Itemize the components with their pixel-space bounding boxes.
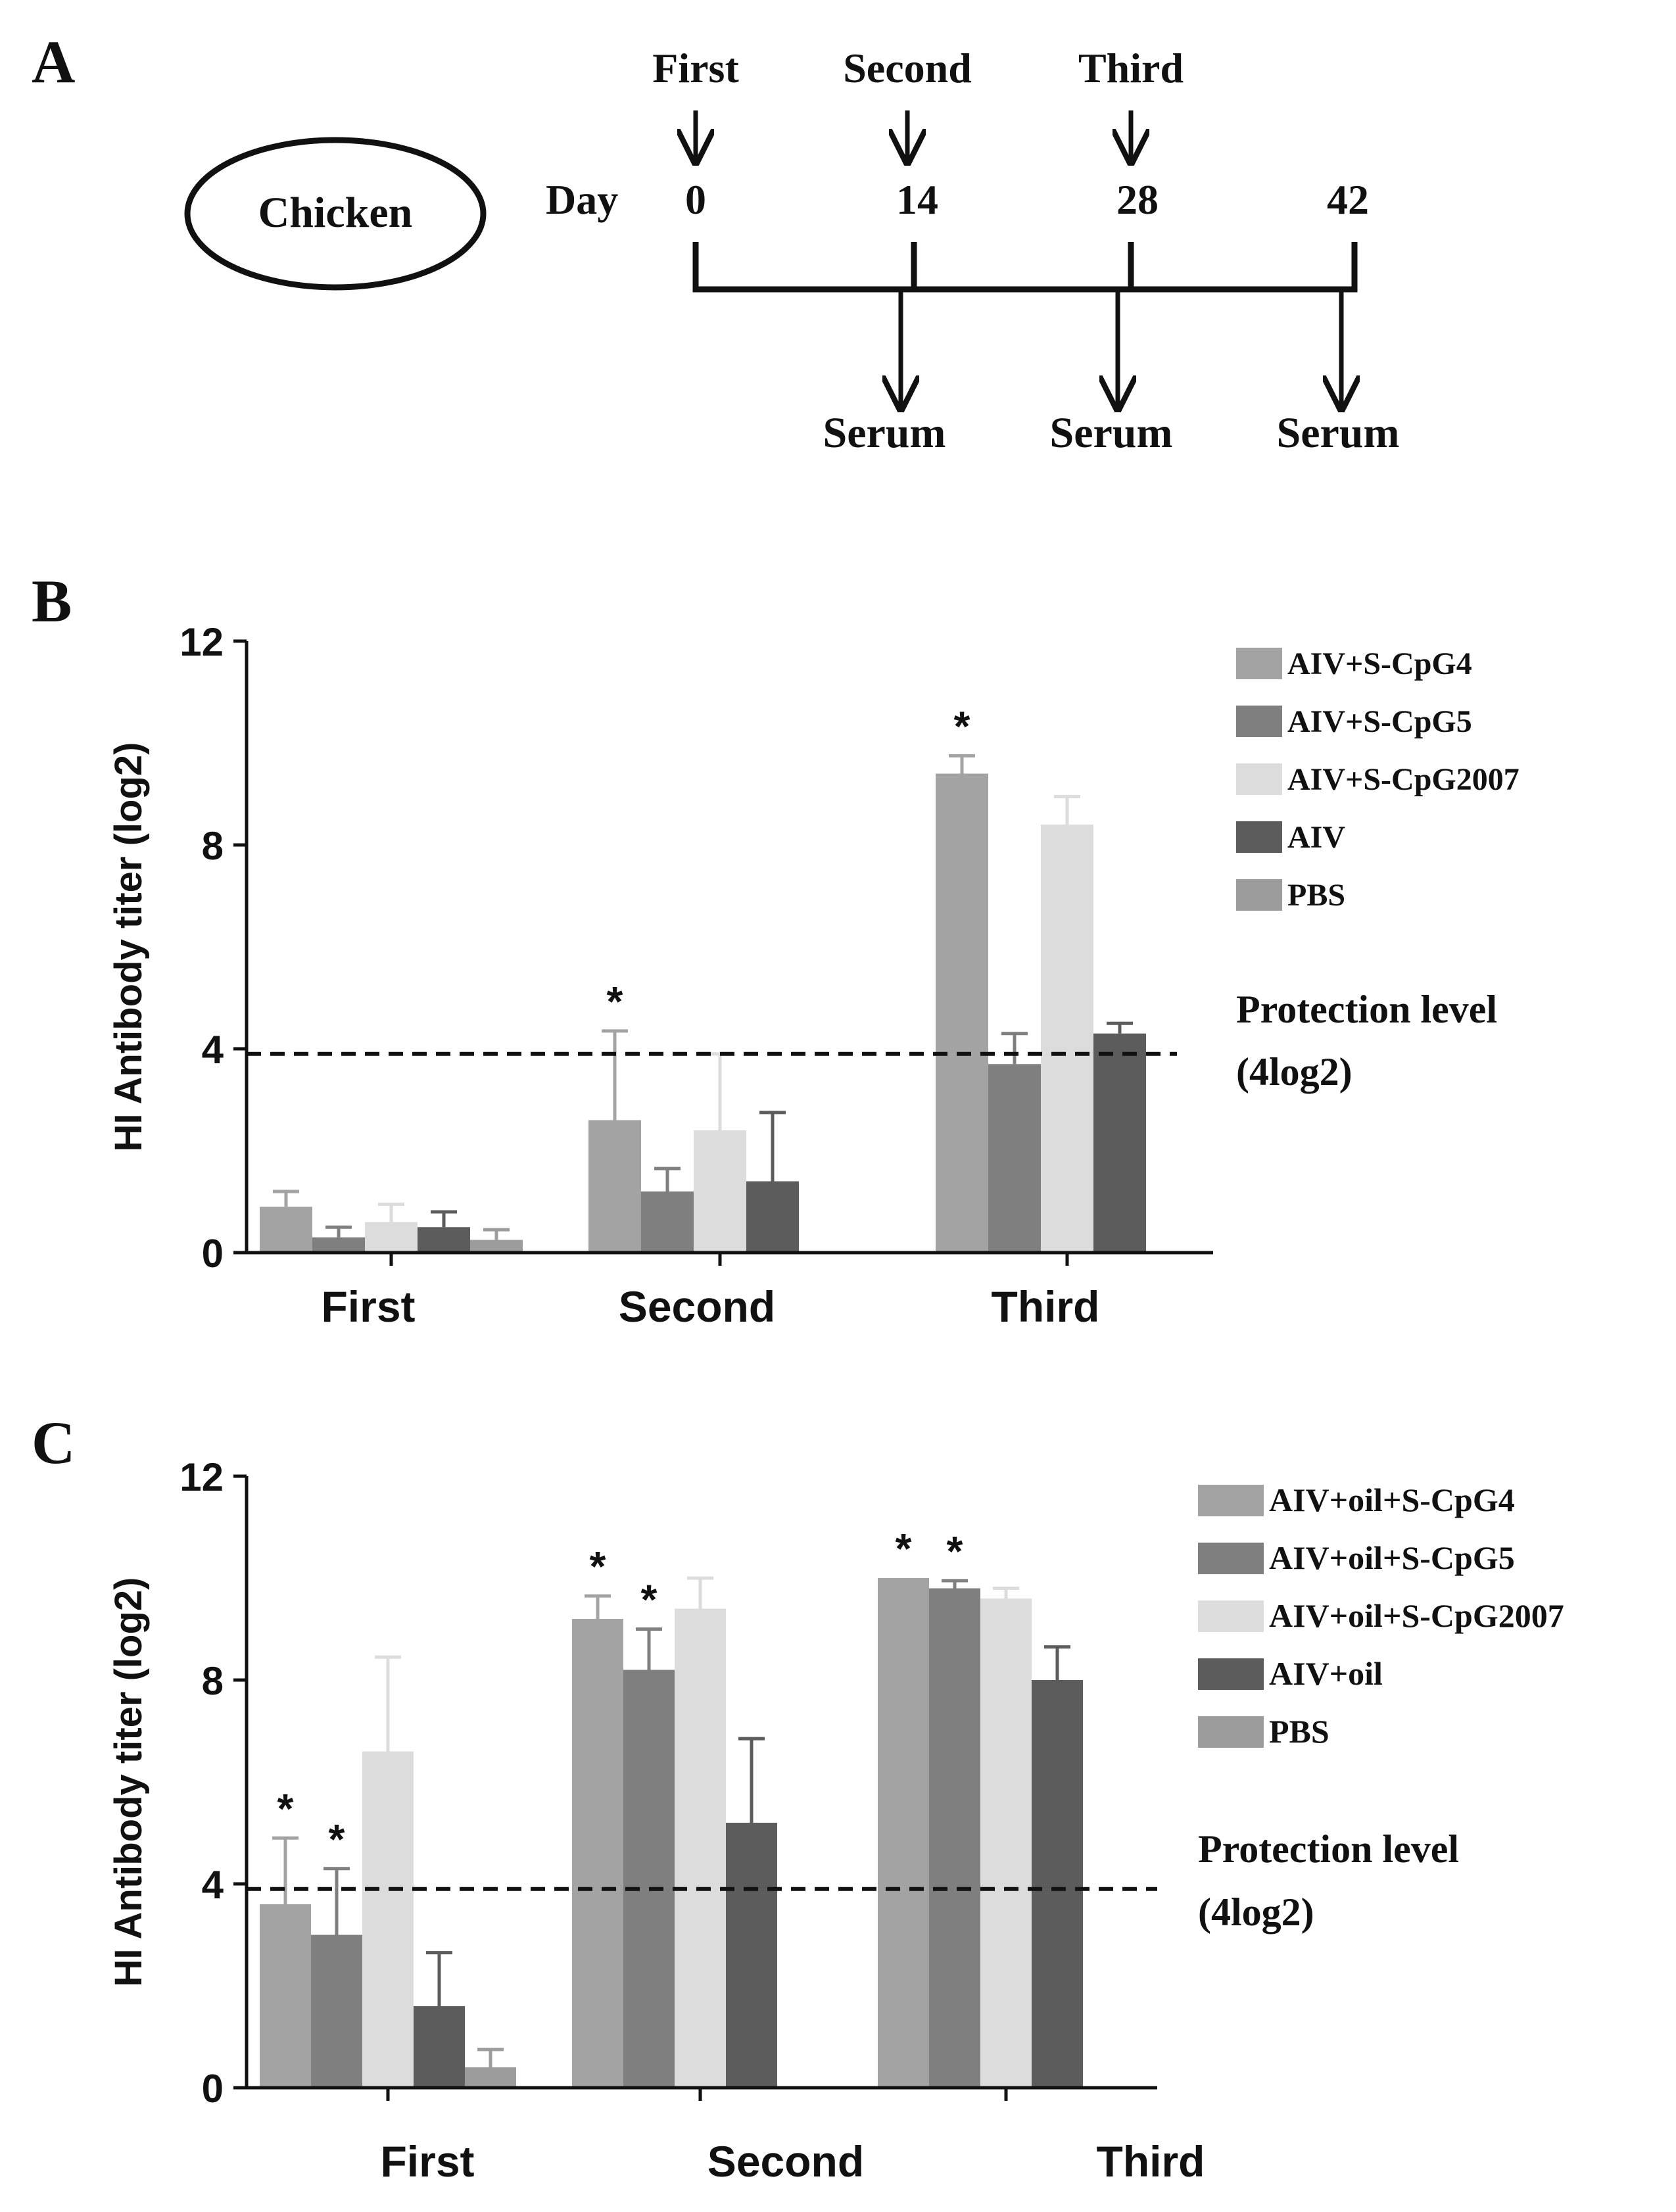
significance-star-c-s0-c1: * <box>590 1543 606 1590</box>
y-axis-label: HI Antibody titer (log2) <box>107 742 150 1152</box>
panel-c-chart: C * * * * * * 0 4 8 12 First Second Third HI Antibody… <box>32 1409 1564 2186</box>
y-tick-label-4: 4 <box>202 1863 224 1907</box>
bar-c-s1-c0 <box>311 1935 362 2088</box>
y-tick-label-8: 8 <box>202 1659 224 1703</box>
legend-swatch-0 <box>1198 1485 1264 1516</box>
significance-star-b-s0-c1: * <box>607 978 623 1025</box>
y-tick-label-0: 0 <box>202 1232 224 1276</box>
bar-c-s2-c0 <box>362 1751 414 2088</box>
bar-c-s1-c2 <box>929 1588 980 2088</box>
bar-b-s3-c0 <box>418 1227 470 1253</box>
panel-a-timeline: A Chicken Day First Second Third 0 14 28… <box>32 28 1399 457</box>
legend-label-2: AIV+S-CpG2007 <box>1287 762 1520 797</box>
bar-b-s2-c2 <box>1041 825 1093 1253</box>
bar-c-s0-c0 <box>260 1904 311 2088</box>
bar-c-s2-c2 <box>980 1599 1032 2088</box>
protection-level-sublabel: (4log2) <box>1198 1890 1314 1934</box>
legend-swatch-1 <box>1236 706 1282 737</box>
bar-b-s1-c2 <box>988 1064 1041 1253</box>
bar-b-s2-c1 <box>694 1130 746 1253</box>
significance-star-c-s1-c2: * <box>947 1527 963 1575</box>
legend-swatch-2 <box>1198 1600 1264 1632</box>
panel-b-letter: B <box>32 567 72 635</box>
legend-label-1: AIV+oil+S-CpG5 <box>1269 1539 1515 1576</box>
chart-c-plot: * * * * * * 0 4 8 12 First Second Third HI Antibody t… <box>107 1455 1564 2186</box>
bar-b-s3-c2 <box>1093 1033 1146 1253</box>
legend-swatch-4 <box>1198 1716 1264 1748</box>
bar-b-s1-c0 <box>312 1237 365 1253</box>
bar-c-s3-c0 <box>414 2006 465 2088</box>
bar-c-s3-c1 <box>726 1823 777 2088</box>
category-label-third: Third <box>992 1282 1100 1331</box>
serum-label-2: Serum <box>1050 409 1173 457</box>
immunization-label-first: First <box>652 45 739 91</box>
legend-swatch-2 <box>1236 763 1282 795</box>
legend-swatch-1 <box>1198 1543 1264 1574</box>
bar-c-s0-c2 <box>878 1578 929 2088</box>
bar-b-s1-c1 <box>641 1191 694 1253</box>
legend-swatch-4 <box>1236 879 1282 911</box>
bar-c-s0-c1 <box>572 1619 623 2088</box>
y-tick-label-12: 12 <box>180 1455 224 1499</box>
bar-c-s2-c1 <box>675 1608 726 2088</box>
bar-b-s2-c0 <box>365 1222 418 1253</box>
chicken-oval <box>184 137 487 291</box>
bar-c-s3-c2 <box>1032 1680 1083 2088</box>
day-0: 0 <box>685 176 706 223</box>
legend-swatch-0 <box>1236 648 1282 679</box>
significance-star-b-s0-c2: * <box>954 702 970 750</box>
panel-a-letter: A <box>32 28 75 95</box>
legend-label-3: AIV+oil <box>1269 1655 1383 1692</box>
significance-star-c-s0-c0: * <box>277 1785 294 1832</box>
category-label-second: Second <box>619 1282 775 1331</box>
category-label-first: First <box>380 2137 474 2186</box>
y-tick-label-8: 8 <box>202 824 224 868</box>
y-axis-label: HI Antibody titer (log2) <box>107 1577 150 1987</box>
panel-c-letter: C <box>32 1409 75 1476</box>
legend-label-3: AIV <box>1287 820 1345 855</box>
category-label-third: Third <box>1097 2137 1205 2186</box>
bar-c-s1-c1 <box>623 1670 675 2088</box>
protection-level-sublabel: (4log2) <box>1236 1050 1353 1094</box>
legend-label-2: AIV+oil+S-CpG2007 <box>1269 1597 1564 1634</box>
category-label-first: First <box>321 1282 415 1331</box>
bar-c-s4-c0 <box>465 2067 516 2088</box>
day-28: 28 <box>1116 176 1159 223</box>
serum-label-3: Serum <box>1277 409 1400 457</box>
protection-level-label: Protection level <box>1198 1827 1459 1871</box>
legend-label-1: AIV+S-CpG5 <box>1287 704 1472 739</box>
legend-label-4: PBS <box>1269 1713 1329 1750</box>
chicken-label: Chicken <box>258 189 413 237</box>
legend-label-0: AIV+S-CpG4 <box>1287 646 1472 681</box>
serum-label-1: Serum <box>823 409 946 457</box>
legend-label-4: PBS <box>1287 878 1345 913</box>
significance-star-c-s1-c1: * <box>641 1576 658 1623</box>
bar-b-s0-c0 <box>260 1207 312 1253</box>
y-tick-label-12: 12 <box>180 620 224 664</box>
protection-level-label: Protection level <box>1236 988 1497 1031</box>
immunization-label-second: Second <box>843 45 972 91</box>
day-14: 14 <box>896 176 938 223</box>
day-label: Day <box>546 176 618 223</box>
y-tick-label-4: 4 <box>202 1028 224 1072</box>
bar-b-s4-c0 <box>470 1239 523 1253</box>
y-tick-label-0: 0 <box>202 2067 224 2111</box>
bar-b-s0-c1 <box>588 1120 641 1253</box>
legend-swatch-3 <box>1198 1658 1264 1690</box>
bar-b-s0-c2 <box>936 773 988 1253</box>
panel-b-chart: B * * 0 4 8 12 First Second Third HI Antibody tit… <box>32 567 1520 1331</box>
timeline-axis <box>692 242 1358 293</box>
bar-b-s3-c1 <box>746 1181 799 1253</box>
legend-label-0: AIV+oil+S-CpG4 <box>1269 1481 1515 1518</box>
day-42: 42 <box>1327 176 1369 223</box>
immunization-label-third: Third <box>1078 45 1184 91</box>
significance-star-c-s0-c2: * <box>896 1525 912 1572</box>
category-label-second: Second <box>707 2137 864 2186</box>
legend-swatch-3 <box>1236 821 1282 853</box>
significance-star-c-s1-c0: * <box>329 1815 345 1863</box>
chart-b-plot: * * 0 4 8 12 First Second Third HI Antibody titer… <box>107 620 1520 1331</box>
